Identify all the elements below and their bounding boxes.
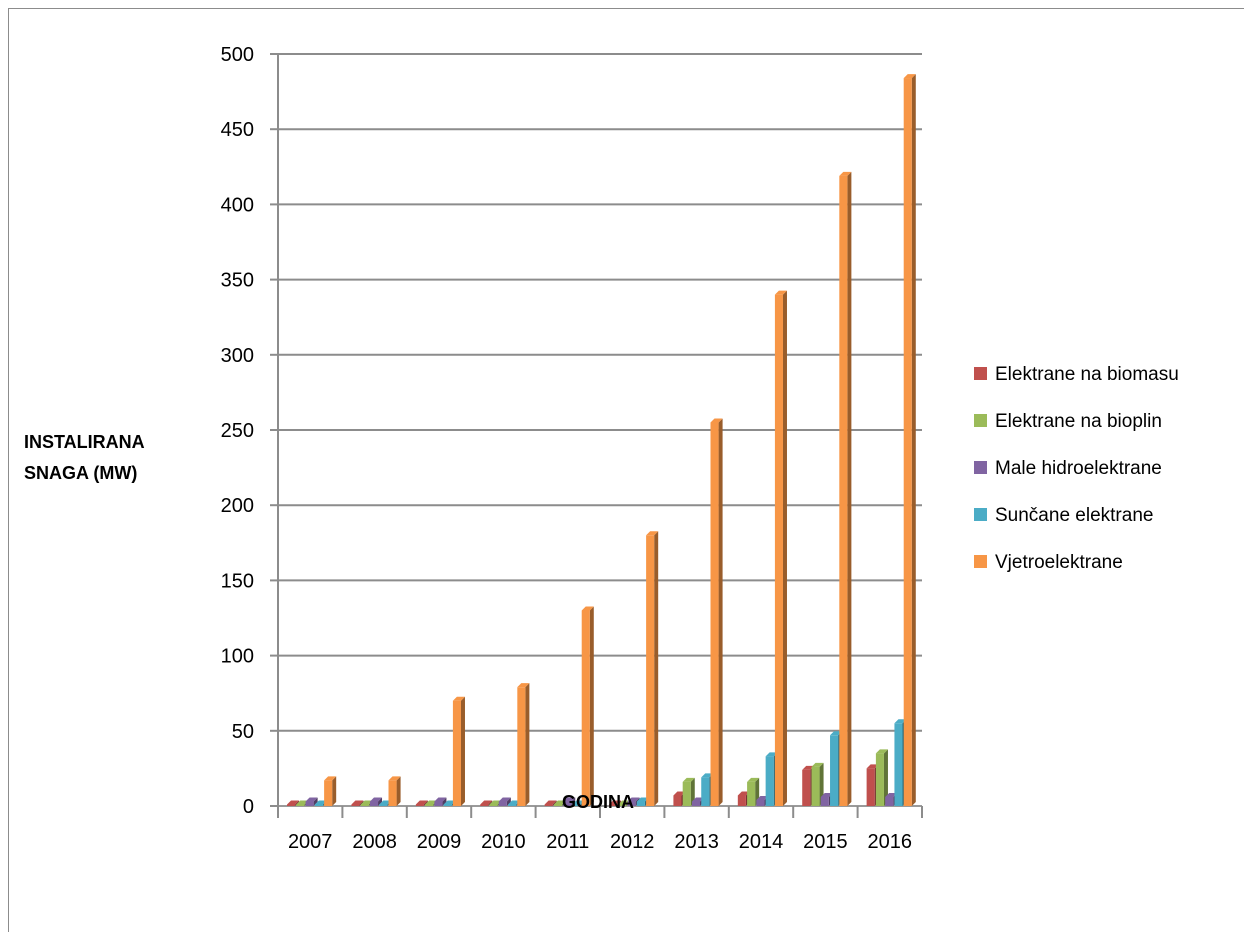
legend-swatch: [974, 461, 987, 474]
legend-swatch: [974, 367, 987, 380]
legend: Elektrane na biomasu Elektrane na bioplin…: [974, 364, 1179, 573]
bar: [544, 800, 557, 806]
bar: [839, 171, 852, 807]
x-tick-label: 2007: [288, 831, 333, 853]
y-axis-title-line-1: INSTALIRANA: [24, 432, 145, 452]
legend-label: Vjetroelektrane: [995, 552, 1123, 573]
x-tick-label: 2014: [739, 831, 784, 853]
y-tick-label: 250: [221, 420, 254, 442]
gridlines: [270, 53, 923, 818]
bar: [388, 776, 401, 806]
x-tick-label: 2008: [352, 831, 397, 853]
y-tick-label: 0: [243, 796, 254, 818]
bar: [581, 606, 594, 806]
bar: [875, 749, 888, 806]
x-tick-label: 2009: [417, 831, 462, 853]
bar: [682, 777, 695, 806]
y-tick-label: 350: [221, 270, 254, 292]
y-tick-label: 200: [221, 495, 254, 517]
x-axis-title: GODINA: [562, 792, 634, 812]
bar: [903, 74, 916, 806]
bar: [498, 797, 511, 806]
bar: [287, 800, 300, 806]
bar: [646, 531, 659, 806]
bars: [287, 74, 916, 807]
y-tick-label: 150: [221, 570, 254, 592]
legend-swatch: [974, 508, 987, 521]
bar: [415, 800, 428, 806]
legend-label: Male hidroelektrane: [995, 458, 1162, 479]
y-tick-label: 450: [221, 119, 254, 141]
x-tick-label: 2012: [610, 831, 655, 853]
legend-label: Elektrane na bioplin: [995, 411, 1162, 432]
legend-item: Vjetroelektrane: [974, 552, 1123, 573]
y-tick-label: 50: [232, 721, 254, 743]
y-tick-labels: 0 50 100 150 200 250 300 350 400 450 500: [221, 44, 254, 818]
x-tick-label: 2010: [481, 831, 526, 853]
bar: [609, 800, 622, 806]
x-tick-label: 2011: [546, 831, 589, 853]
legend-swatch: [974, 555, 987, 568]
bar: [434, 797, 447, 806]
x-tick-label: 2016: [868, 831, 913, 853]
bar: [774, 290, 787, 806]
x-tick-label: 2015: [803, 831, 848, 853]
y-tick-label: 300: [221, 345, 254, 367]
x-tick-labels: 2007 2008 2009 2010 2011 2012 2013 2014 2015 2016: [288, 831, 912, 853]
bar: [480, 800, 493, 806]
legend-label: Elektrane na biomasu: [995, 364, 1179, 385]
y-axis-title-line-2: SNAGA (MW): [24, 463, 137, 483]
y-tick-label: 100: [221, 646, 254, 668]
chart-frame: [8, 8, 1244, 932]
y-tick-label: 500: [221, 44, 254, 66]
bar: [351, 800, 364, 806]
legend-item: Sunčane elektrane: [974, 505, 1153, 526]
bar: [452, 696, 465, 806]
legend-item: Elektrane na biomasu: [974, 364, 1179, 385]
legend-label: Sunčane elektrane: [995, 505, 1153, 526]
legend-item: Male hidroelektrane: [974, 458, 1162, 479]
bar: [324, 776, 337, 806]
x-tick-label: 2013: [674, 831, 719, 853]
bar: [517, 683, 530, 806]
bar: [563, 797, 576, 806]
y-tick-label: 400: [221, 194, 254, 216]
bar: [710, 418, 723, 806]
bar: [369, 797, 383, 806]
legend-item: Elektrane na bioplin: [974, 411, 1162, 432]
legend-swatch: [974, 414, 987, 427]
bar: [305, 797, 318, 806]
